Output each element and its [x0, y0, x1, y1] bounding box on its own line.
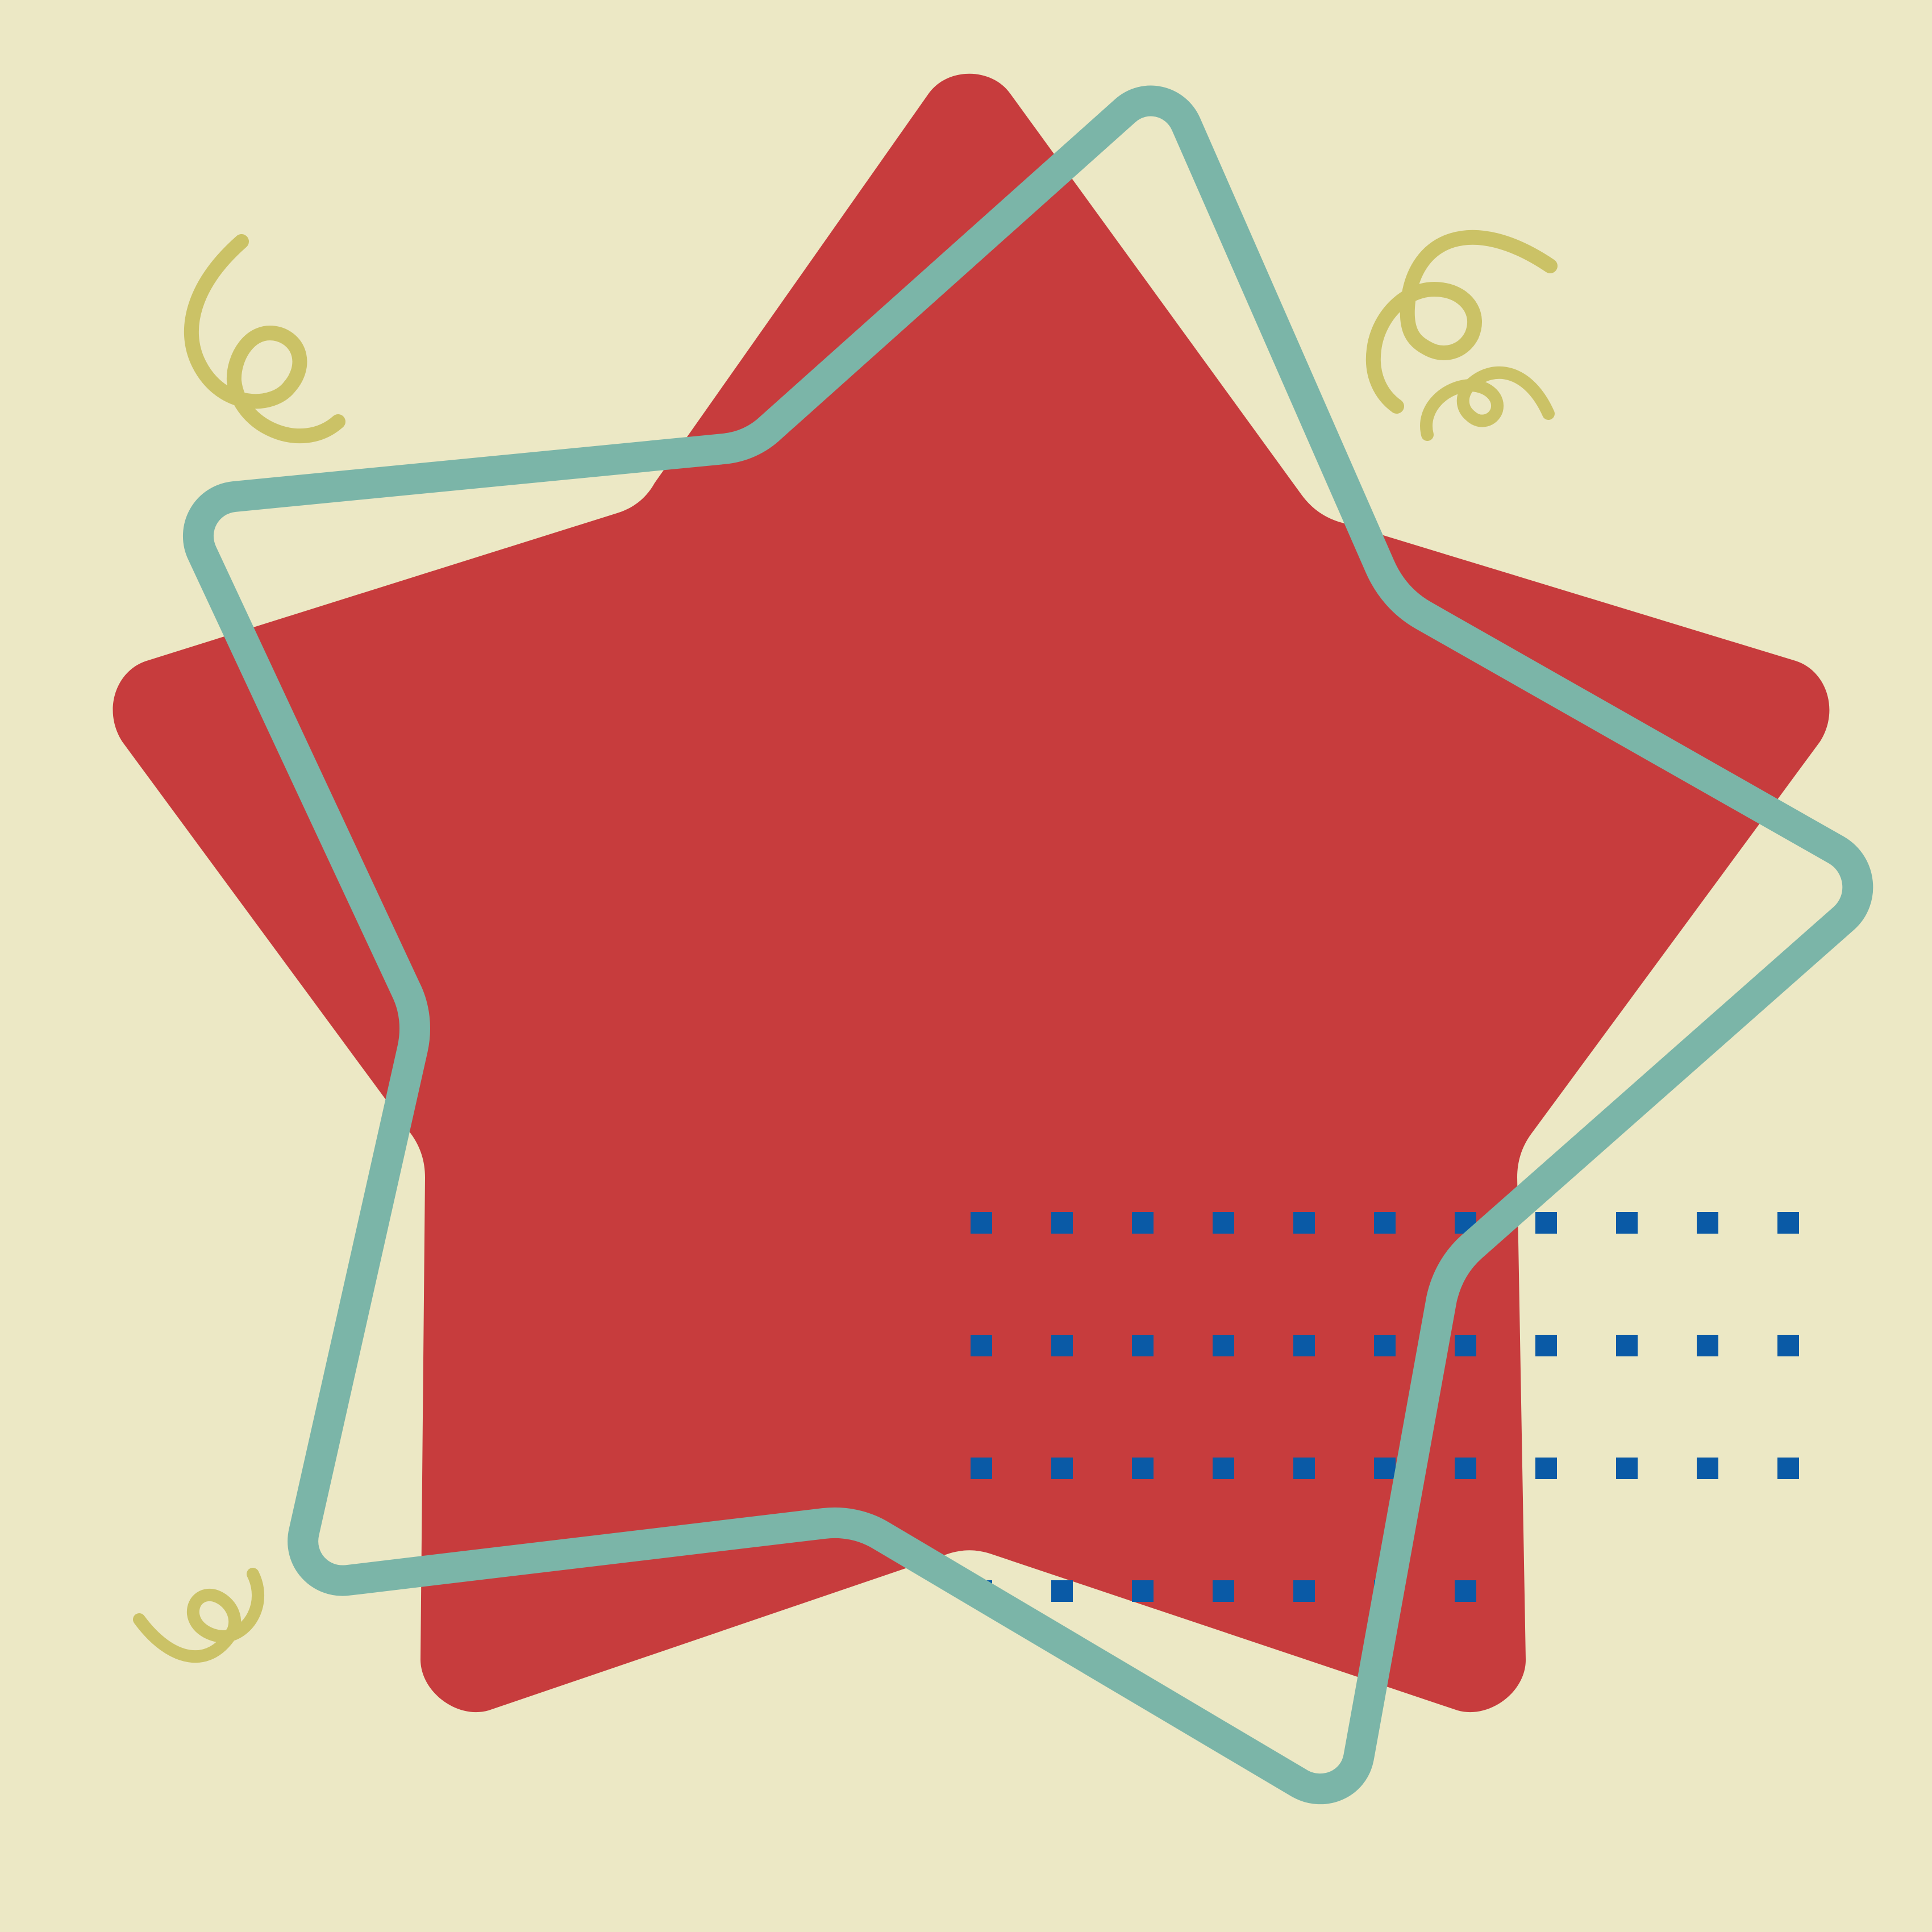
grid-dot — [1293, 1458, 1315, 1479]
grid-dot — [1535, 1212, 1557, 1234]
grid-dot — [1455, 1335, 1476, 1356]
grid-dot — [971, 1458, 992, 1479]
grid-dot — [1213, 1580, 1234, 1602]
grid-dot — [1616, 1458, 1638, 1479]
grid-dot — [1293, 1212, 1315, 1234]
grid-dot — [1777, 1212, 1799, 1234]
grid-dot — [1616, 1335, 1638, 1356]
grid-dot — [1213, 1212, 1234, 1234]
grid-dot — [1293, 1335, 1315, 1356]
grid-dot — [1697, 1458, 1718, 1479]
grid-dot — [1132, 1458, 1154, 1479]
grid-dot — [1374, 1335, 1396, 1356]
grid-dot — [1374, 1458, 1396, 1479]
teal-outline-pentagon — [183, 85, 1873, 1805]
grid-dot — [1293, 1580, 1315, 1602]
grid-dot — [1777, 1458, 1799, 1479]
grid-dot — [1213, 1458, 1234, 1479]
grid-dot — [1051, 1458, 1073, 1479]
grid-dot — [1132, 1335, 1154, 1356]
grid-dot — [1374, 1212, 1396, 1234]
grid-dot — [1697, 1212, 1718, 1234]
grid-dot — [1616, 1212, 1638, 1234]
squiggle-top-left — [184, 234, 345, 444]
grid-dot — [1777, 1335, 1799, 1356]
grid-dot — [971, 1212, 992, 1234]
grid-dot — [1213, 1335, 1234, 1356]
grid-dot — [1697, 1335, 1718, 1356]
grid-dot — [971, 1335, 992, 1356]
red-star — [113, 73, 1830, 1713]
grid-dot — [1535, 1335, 1557, 1356]
grid-dot — [1051, 1212, 1073, 1234]
grid-dot — [1535, 1458, 1557, 1479]
grid-dot — [1132, 1212, 1154, 1234]
squiggle-top-right — [1365, 230, 1558, 441]
grid-dot — [1455, 1458, 1476, 1479]
squiggle-bottom-left — [133, 1568, 265, 1663]
grid-dot — [1132, 1580, 1154, 1602]
grid-dot — [1455, 1580, 1476, 1602]
grid-dot — [1051, 1580, 1073, 1602]
grid-dot — [1051, 1335, 1073, 1356]
